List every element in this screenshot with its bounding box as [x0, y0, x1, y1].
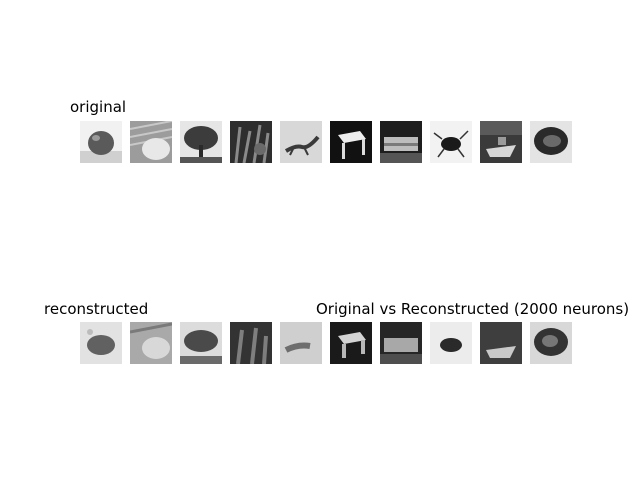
row-label-reconstructed: reconstructed: [44, 300, 149, 318]
thumbnail: [180, 322, 222, 364]
thumbnail: [480, 322, 522, 364]
thumbnail: [130, 322, 172, 364]
thumbnail: [230, 121, 272, 163]
thumbnail: [330, 322, 372, 364]
thumbnail: [480, 121, 522, 163]
thumbnail: [230, 322, 272, 364]
row-label-original: original: [70, 98, 127, 116]
thumbnail: [280, 322, 322, 364]
figure-title: Original vs Reconstructed (2000 neurons): [316, 300, 630, 318]
thumbnail: [180, 121, 222, 163]
thumbnail: [280, 121, 322, 163]
thumbnail: [330, 121, 372, 163]
thumbnail: [80, 322, 122, 364]
thumbnail: [130, 121, 172, 163]
original-image-row: [80, 121, 580, 163]
thumbnail: [380, 121, 422, 163]
thumbnail: [430, 322, 472, 364]
thumbnail: [430, 121, 472, 163]
thumbnail: [380, 322, 422, 364]
thumbnail: [80, 121, 122, 163]
reconstructed-image-row: [80, 322, 580, 364]
thumbnail: [530, 322, 572, 364]
thumbnail: [530, 121, 572, 163]
